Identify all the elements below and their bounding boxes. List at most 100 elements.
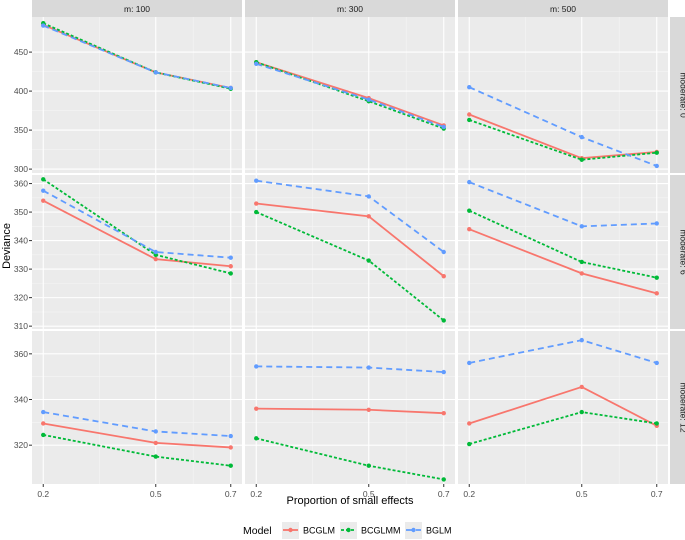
legend-key-point bbox=[346, 527, 351, 533]
data-point-bcglmm bbox=[153, 454, 158, 459]
column-strip bbox=[245, 0, 455, 17]
data-point-bglm bbox=[441, 369, 446, 375]
data-point-bcglmm bbox=[228, 271, 233, 276]
data-point-bcglm bbox=[579, 384, 584, 390]
data-point-bglm bbox=[228, 433, 233, 439]
panel bbox=[458, 331, 668, 484]
row-strip bbox=[670, 331, 685, 484]
panel-background bbox=[245, 331, 455, 484]
data-point-bcglmm bbox=[254, 436, 259, 441]
data-point-bcglmm bbox=[441, 318, 446, 323]
y-tick-label: 350 bbox=[14, 207, 28, 217]
data-point-bcglmm bbox=[41, 432, 46, 438]
row-strip bbox=[670, 17, 685, 173]
panel bbox=[245, 175, 455, 329]
data-point-bcglm bbox=[441, 274, 446, 279]
panel bbox=[245, 17, 455, 173]
panel bbox=[32, 331, 242, 484]
x-tick-label: 0.7 bbox=[438, 489, 450, 499]
column-strip bbox=[32, 0, 242, 17]
data-point-bcglmm bbox=[579, 409, 584, 415]
legend-item: BCGLM bbox=[282, 522, 335, 539]
y-tick-label: 330 bbox=[14, 264, 28, 274]
data-point-bcglmm bbox=[654, 421, 659, 426]
row-strip-label: moderate: 0 bbox=[679, 72, 685, 118]
data-point-bglm bbox=[41, 409, 46, 415]
data-point-bglm bbox=[467, 360, 472, 366]
panel-background bbox=[458, 331, 668, 484]
data-point-bcglmm bbox=[467, 117, 472, 123]
x-tick-label: 0.2 bbox=[463, 489, 475, 499]
data-point-bcglmm bbox=[579, 259, 584, 265]
data-point-bglm bbox=[228, 255, 233, 260]
data-point-bglm bbox=[654, 163, 659, 169]
y-tick-label: 360 bbox=[14, 349, 28, 359]
x-tick-label: 0.2 bbox=[37, 489, 49, 499]
panel-background bbox=[32, 17, 242, 173]
x-tick-label: 0.2 bbox=[250, 489, 262, 499]
legend-label: BCGLMM bbox=[361, 526, 401, 536]
legend-title: Model bbox=[243, 525, 272, 537]
y-tick-label: 350 bbox=[14, 125, 28, 135]
data-point-bglm bbox=[153, 70, 158, 75]
data-point-bcglmm bbox=[467, 441, 472, 447]
data-point-bglm bbox=[579, 224, 584, 229]
data-point-bglm bbox=[254, 364, 259, 369]
data-point-bglm bbox=[654, 360, 659, 366]
data-point-bcglm bbox=[467, 112, 472, 117]
panel bbox=[458, 175, 668, 329]
x-tick-label: 0.5 bbox=[576, 489, 588, 499]
data-point-bglm bbox=[153, 429, 158, 434]
data-point-bglm bbox=[366, 194, 371, 199]
legend-key-point bbox=[411, 527, 416, 533]
data-point-bglm bbox=[228, 85, 233, 91]
data-point-bglm bbox=[41, 188, 46, 193]
y-tick-label: 400 bbox=[14, 86, 28, 96]
y-tick-label: 310 bbox=[14, 321, 28, 331]
panel-background bbox=[245, 17, 455, 173]
data-point-bcglmm bbox=[366, 258, 371, 263]
data-point-bglm bbox=[254, 178, 259, 183]
legend-item: BCGLMM bbox=[340, 522, 401, 539]
data-point-bglm bbox=[366, 97, 371, 102]
data-point-bcglm bbox=[254, 201, 259, 206]
row-strip-label: moderate: 6 bbox=[679, 229, 685, 275]
data-point-bcglm bbox=[467, 421, 472, 426]
data-point-bcglm bbox=[153, 440, 158, 446]
data-point-bcglmm bbox=[228, 463, 233, 468]
x-tick-label: 0.7 bbox=[225, 489, 237, 499]
legend-item: BGLM bbox=[405, 522, 452, 539]
y-tick-label: 450 bbox=[14, 47, 28, 57]
x-axis-title: Proportion of small effects bbox=[287, 495, 414, 507]
series-line-bcglmm bbox=[255, 61, 445, 130]
data-point-bcglm bbox=[41, 421, 46, 426]
series-line-bcglmm bbox=[468, 209, 657, 279]
panel bbox=[245, 331, 455, 484]
data-point-bcglmm bbox=[579, 157, 584, 162]
row-strip-label: moderate: 12 bbox=[679, 382, 685, 432]
y-tick-label: 340 bbox=[14, 236, 28, 246]
data-point-bcglm bbox=[254, 406, 259, 411]
data-point-bcglm bbox=[366, 214, 371, 219]
panel-background bbox=[32, 331, 242, 484]
data-point-bcglmm bbox=[467, 208, 472, 213]
panel-background bbox=[458, 175, 668, 329]
column-strip bbox=[458, 0, 668, 17]
x-tick-label: 0.7 bbox=[651, 489, 663, 499]
data-point-bglm bbox=[579, 134, 584, 140]
panel-background bbox=[32, 175, 242, 329]
y-tick-label: 360 bbox=[14, 179, 28, 189]
data-point-bcglm bbox=[228, 264, 233, 269]
data-point-bcglm bbox=[467, 226, 472, 232]
data-point-bglm bbox=[366, 365, 371, 370]
panel-background bbox=[458, 17, 668, 173]
y-tick-label: 340 bbox=[14, 395, 28, 405]
panel bbox=[32, 175, 242, 329]
column-strip-label: m: 100 bbox=[124, 4, 150, 14]
series-line-bglm bbox=[42, 189, 231, 259]
x-tick-label: 0.5 bbox=[363, 489, 375, 499]
data-point-bcglm bbox=[41, 198, 46, 203]
data-point-bglm bbox=[579, 337, 584, 343]
legend-label: BCGLM bbox=[303, 526, 335, 536]
